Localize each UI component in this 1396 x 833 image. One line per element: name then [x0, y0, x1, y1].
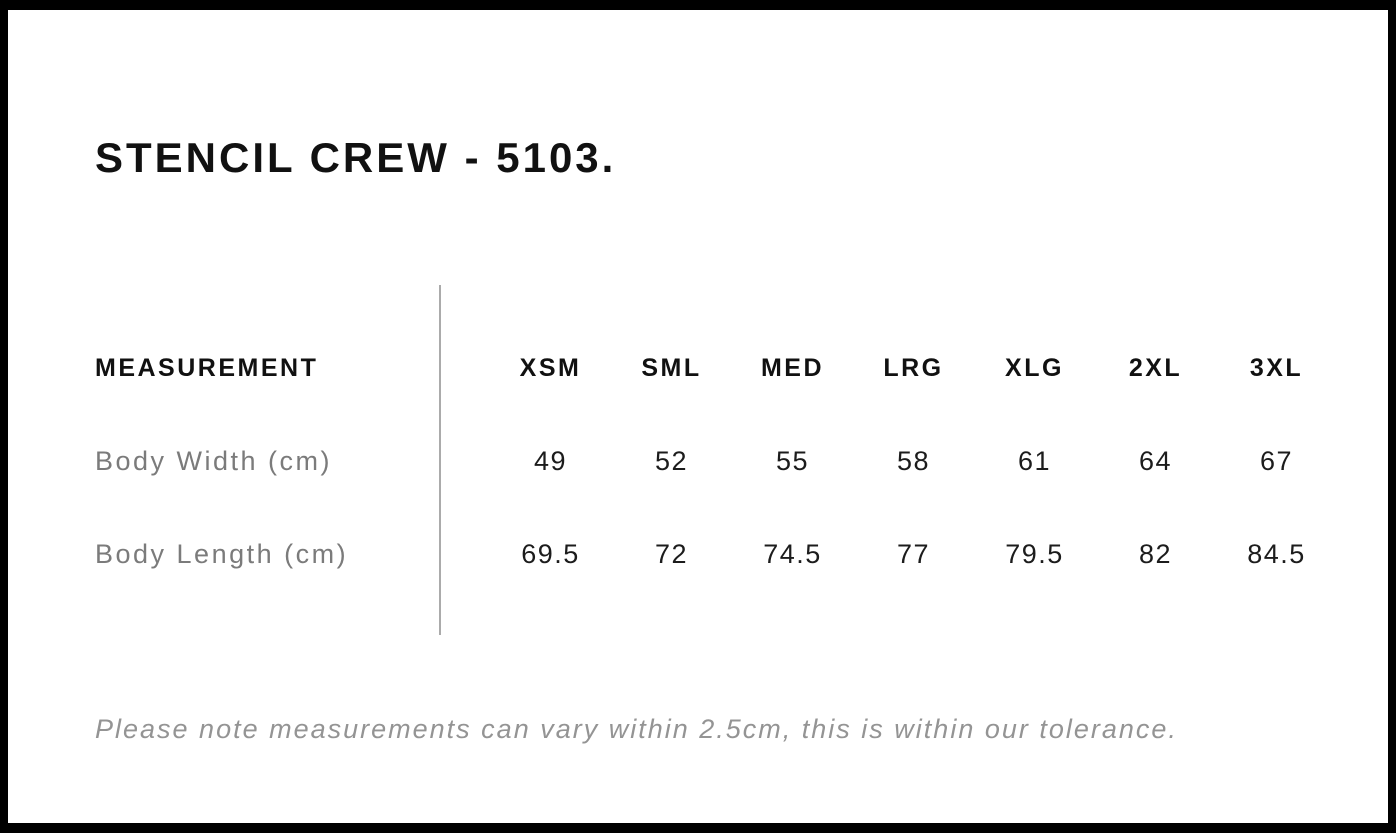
size-table-header-row: MEASUREMENT XSM SML MED LRG XLG 2XL 3XL [95, 322, 1337, 415]
body-length-3xl: 84.5 [1247, 539, 1306, 569]
column-header-3xl: 3XL [1249, 354, 1304, 382]
body-width-xlg: 61 [1017, 446, 1052, 476]
column-header-sml: SML [641, 354, 702, 382]
page-title: STENCIL CREW - 5103. [95, 134, 617, 182]
body-length-lrg: 77 [896, 539, 931, 569]
body-width-xsm: 49 [533, 446, 568, 476]
body-width-2xl: 64 [1138, 446, 1173, 476]
table-row-body-length: Body Length (cm) 69.5 72 74.5 77 79.5 82… [95, 508, 1337, 601]
column-header-xlg: XLG [1005, 354, 1064, 382]
column-header-measurement: MEASUREMENT [95, 354, 319, 382]
body-width-med: 55 [775, 446, 810, 476]
body-width-lrg: 58 [896, 446, 931, 476]
table-divider-line [439, 285, 441, 635]
tolerance-note: Please note measurements can vary within… [95, 714, 1178, 744]
column-header-xsm: XSM [519, 354, 582, 382]
row-label-body-length: Body Length (cm) [95, 539, 349, 569]
body-length-sml: 72 [654, 539, 689, 569]
body-width-3xl: 67 [1259, 446, 1294, 476]
body-length-med: 74.5 [763, 539, 822, 569]
table-row-body-width: Body Width (cm) 49 52 55 58 61 64 67 [95, 415, 1337, 508]
row-label-body-width: Body Width (cm) [95, 446, 333, 476]
column-header-med: MED [760, 354, 825, 382]
body-length-2xl: 82 [1138, 539, 1173, 569]
body-width-sml: 52 [654, 446, 689, 476]
column-header-2xl: 2XL [1128, 354, 1183, 382]
body-length-xsm: 69.5 [521, 539, 580, 569]
body-length-xlg: 79.5 [1005, 539, 1064, 569]
column-header-lrg: LRG [883, 354, 944, 382]
size-table: MEASUREMENT XSM SML MED LRG XLG 2XL 3XL … [95, 322, 1337, 601]
